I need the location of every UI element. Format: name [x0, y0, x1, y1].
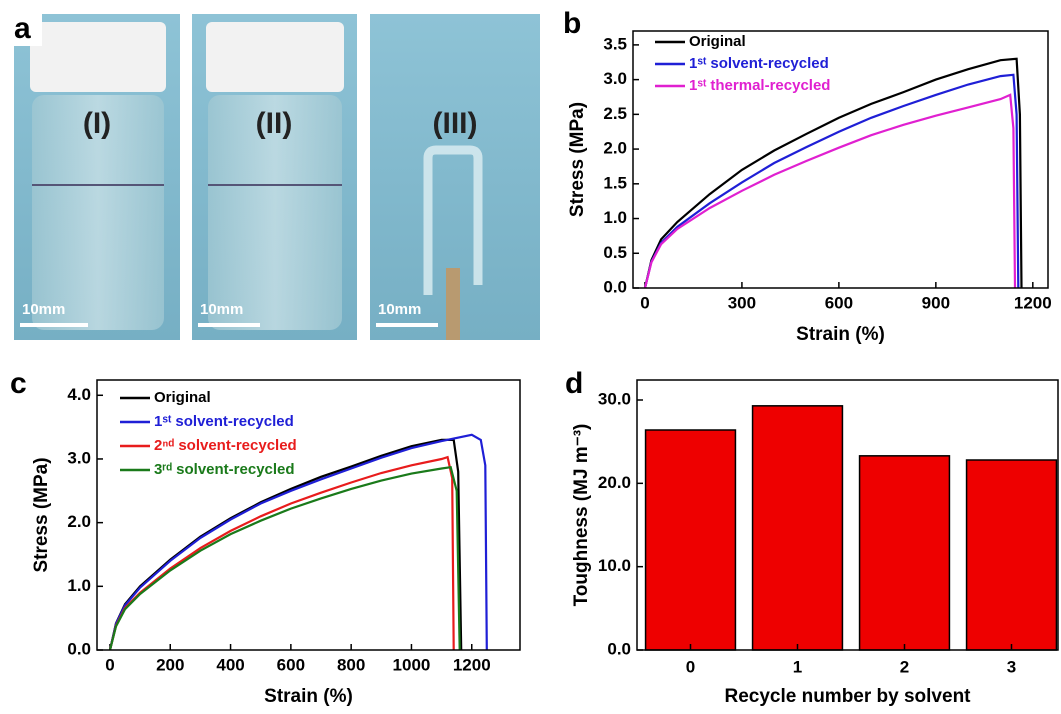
scale-bar-label: 10mm	[22, 301, 65, 318]
bar	[860, 456, 950, 650]
x-tick-label: 3	[1007, 657, 1016, 676]
photo-2	[192, 14, 357, 340]
x-tick-label: 1	[793, 657, 802, 676]
y-tick-label: 10.0	[598, 556, 631, 575]
y-axis-title: Stress (MPa)	[31, 457, 52, 572]
y-tick-label: 2.0	[603, 139, 627, 158]
y-axis-title: Stress (MPa)	[567, 102, 588, 217]
bar	[753, 406, 843, 650]
legend-label: 3ʳᵈ solvent-recycled	[154, 461, 295, 478]
panel-label: b	[563, 7, 581, 40]
x-tick-label: 0	[686, 657, 695, 676]
legend-label: 1ˢᵗ thermal-recycled	[689, 77, 830, 94]
photo-3	[370, 14, 540, 340]
legend-label: Original	[154, 389, 211, 406]
x-tick-label: 2	[900, 657, 909, 676]
photo-label: (I)	[83, 107, 111, 140]
y-tick-label: 3.0	[603, 69, 627, 88]
x-axis-title: Strain (%)	[264, 686, 353, 707]
y-axis-title: Toughness (MJ m⁻³)	[571, 424, 592, 607]
y-tick-label: 0.5	[603, 243, 627, 262]
figure: a b c d (I) (II) (III) 10mm 10mm 10mm 0.…	[0, 0, 1061, 714]
legend-label: 2ⁿᵈ solvent-recycled	[154, 437, 297, 454]
y-tick-label: 1.0	[603, 208, 627, 227]
x-tick-label: 0	[105, 655, 114, 674]
y-tick-label: 20.0	[598, 473, 631, 492]
legend-label: 1ˢᵗ solvent-recycled	[689, 55, 829, 72]
x-tick-label: 1200	[453, 655, 491, 674]
x-tick-label: 200	[156, 655, 184, 674]
photo-label: (III)	[433, 107, 478, 140]
photo-1	[14, 14, 180, 340]
x-axis-title: Strain (%)	[796, 324, 885, 345]
x-tick-label: 600	[825, 293, 853, 312]
x-tick-label: 1200	[1014, 293, 1052, 312]
panel-label: d	[565, 367, 583, 400]
series-line	[110, 467, 460, 650]
scale-bar-label: 10mm	[378, 301, 421, 318]
x-tick-label: 600	[277, 655, 305, 674]
x-axis-title: Recycle number by solvent	[724, 686, 971, 707]
y-tick-label: 4.0	[67, 385, 91, 404]
y-tick-label: 2.5	[603, 104, 627, 123]
x-tick-label: 1000	[393, 655, 431, 674]
y-tick-label: 3.0	[67, 448, 91, 467]
x-tick-label: 900	[922, 293, 950, 312]
bar	[967, 460, 1057, 650]
x-tick-label: 400	[216, 655, 244, 674]
x-tick-label: 0	[640, 293, 649, 312]
y-tick-label: 0.0	[603, 277, 627, 296]
y-tick-label: 0.0	[607, 639, 631, 658]
legend-label: 1ˢᵗ solvent-recycled	[154, 413, 294, 430]
y-tick-label: 30.0	[598, 389, 631, 408]
bar	[646, 430, 736, 650]
series-line	[110, 457, 454, 650]
y-tick-label: 2.0	[67, 512, 91, 531]
x-tick-label: 800	[337, 655, 365, 674]
scale-bar-label: 10mm	[200, 301, 243, 318]
series-line	[645, 75, 1018, 288]
panel-label: a	[14, 12, 31, 45]
photo-label: (II)	[256, 107, 293, 140]
x-tick-label: 300	[728, 293, 756, 312]
panel-label: c	[10, 367, 27, 400]
y-tick-label: 3.5	[603, 34, 627, 53]
y-tick-label: 1.5	[603, 173, 627, 192]
series-line	[645, 95, 1015, 288]
legend-label: Original	[689, 33, 746, 50]
y-tick-label: 1.0	[67, 576, 91, 595]
y-tick-label: 0.0	[67, 639, 91, 658]
